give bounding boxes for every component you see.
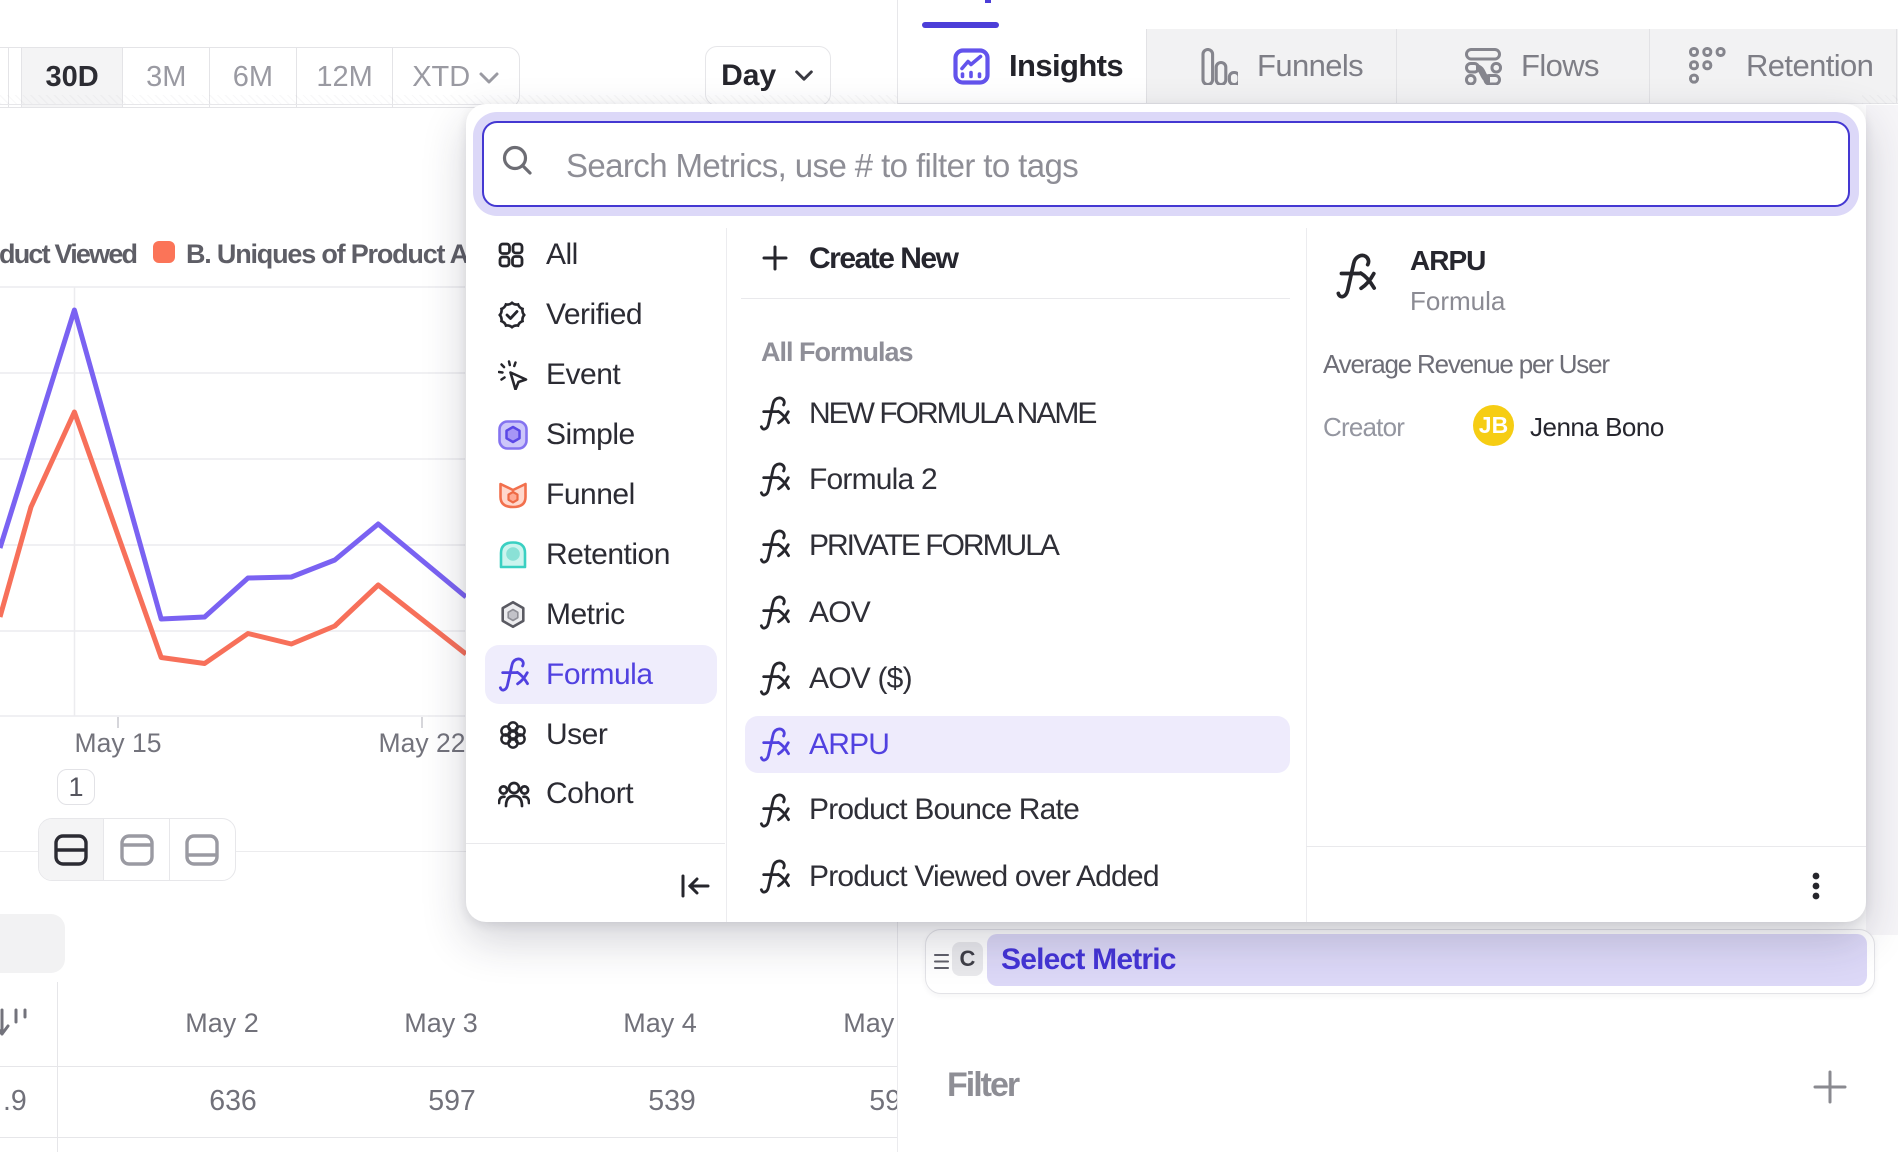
svg-text:May 15: May 15 [75, 728, 162, 758]
svg-text:May 22: May 22 [379, 728, 466, 758]
